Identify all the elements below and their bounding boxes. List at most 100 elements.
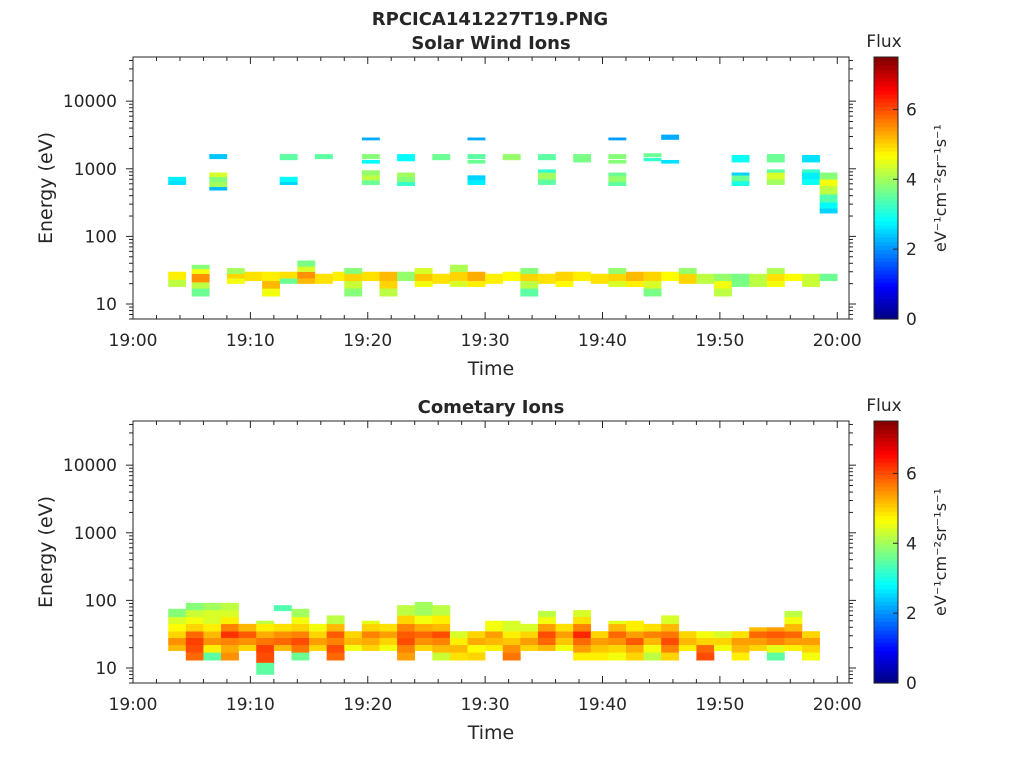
heatmap-cell (344, 637, 363, 646)
heatmap-cell (262, 288, 281, 297)
heatmap-cell (262, 271, 281, 282)
colorbar-step (874, 245, 898, 251)
heatmap-cell (221, 644, 239, 653)
colorbar-step (874, 138, 898, 144)
heatmap-cell (502, 631, 521, 638)
heatmap-cell (802, 631, 820, 638)
heatmap-cell (537, 179, 556, 185)
heatmap-cell (502, 652, 521, 661)
plot-frame (132, 56, 850, 320)
heatmap-cell (203, 602, 222, 611)
colorbar-step (874, 445, 898, 451)
x-axis-label: Time (467, 358, 515, 380)
heatmap-cell (273, 644, 292, 651)
heatmap-cell (608, 620, 627, 625)
heatmap-cell (432, 631, 451, 638)
heatmap-cell (221, 623, 239, 632)
colorbar-step (874, 253, 898, 259)
colorbar-step (874, 461, 898, 467)
heatmap-cell (520, 631, 539, 638)
heatmap-cell (432, 644, 451, 653)
heatmap-cell (643, 631, 662, 638)
colorbar-step (874, 97, 898, 103)
heatmap-cell (537, 623, 556, 632)
heatmap-cell (221, 631, 239, 638)
heatmap-cell (573, 616, 592, 625)
heatmap-cell (397, 652, 416, 661)
heatmap-cell (520, 288, 539, 297)
heatmap-cell (731, 273, 750, 287)
colorbar-step (874, 453, 898, 459)
heatmap-cell (449, 264, 468, 272)
heatmap-cell (291, 631, 310, 638)
heatmap-cell (696, 637, 715, 646)
heatmap-cell (256, 662, 275, 675)
heatmap-cell (537, 610, 556, 618)
colorbar-step (874, 269, 898, 275)
colorbar-step (874, 314, 898, 320)
heatmap-cell (819, 208, 838, 214)
heatmap-cell (361, 159, 380, 164)
colorbar-step (874, 588, 898, 594)
heatmap-cell (625, 652, 644, 661)
heatmap-cell (273, 637, 292, 646)
colorbar-step (874, 212, 898, 218)
colorbar-step (874, 89, 898, 95)
heatmap-cell (643, 280, 662, 289)
colorbar-step (874, 457, 898, 463)
y-tick-label: 100 (85, 227, 117, 247)
cometary-ions-panel: Cometary Ions 19:00 19:10 19:20 19:30 19:40 19… (35, 396, 950, 744)
x-tick-label: 19:10 (226, 331, 275, 351)
heatmap-cell (661, 271, 680, 282)
colorbar-step (874, 617, 898, 623)
y-tick-label: 1000 (74, 160, 117, 180)
heatmap-cell (784, 616, 803, 625)
colorbar-frame (873, 56, 899, 320)
heatmap-cell (714, 631, 732, 638)
heatmap-cell (279, 154, 298, 161)
heatmap-cell (625, 631, 644, 638)
colorbar-step (874, 633, 898, 639)
heatmap-cell (168, 623, 187, 632)
heatmap-cell (326, 631, 345, 638)
colorbar-step (874, 425, 898, 430)
heatmap-cell (256, 623, 275, 632)
colorbar-step (874, 560, 898, 565)
heatmap-cell (414, 601, 433, 616)
colorbar-step (874, 601, 898, 606)
colorbar-step (874, 433, 898, 438)
y-axis-label: Energy (eV) (35, 496, 57, 608)
heatmap-cell (414, 273, 433, 282)
x-tick-label: 19:30 (461, 695, 510, 715)
colorbar-step (874, 175, 898, 181)
heatmap-cell (344, 280, 363, 289)
heatmap-cell (432, 273, 451, 284)
x-tick-label: 19:20 (343, 695, 392, 715)
heatmap-cells (168, 601, 820, 675)
heatmap-cell (555, 644, 574, 651)
colorbar-step (874, 282, 898, 287)
heatmap-cell (608, 154, 627, 160)
heatmap-cell (537, 637, 556, 646)
heatmap-cell (397, 154, 416, 162)
heatmap-cell (766, 637, 785, 646)
heatmap-cell (643, 652, 662, 661)
heatmap-cell (185, 652, 204, 661)
colorbar-step (874, 547, 898, 553)
heatmap-cell (485, 273, 504, 284)
heatmap-cell (344, 631, 363, 638)
heatmap-cell (297, 260, 316, 267)
heatmap-cell (361, 631, 380, 638)
heatmap-cell (590, 637, 609, 646)
heatmap-cell (819, 202, 838, 209)
heatmap-cell (678, 637, 697, 646)
heatmap-cell (731, 637, 750, 646)
heatmap-cell (714, 273, 732, 282)
heatmap-cell (185, 602, 204, 611)
heatmap-cell (661, 652, 680, 661)
heatmap-cell (537, 154, 556, 161)
colorbar-tick-label: 0 (906, 674, 917, 694)
colorbar-step (874, 233, 898, 238)
heatmap-cell (361, 170, 380, 176)
colorbar-step (874, 200, 898, 205)
